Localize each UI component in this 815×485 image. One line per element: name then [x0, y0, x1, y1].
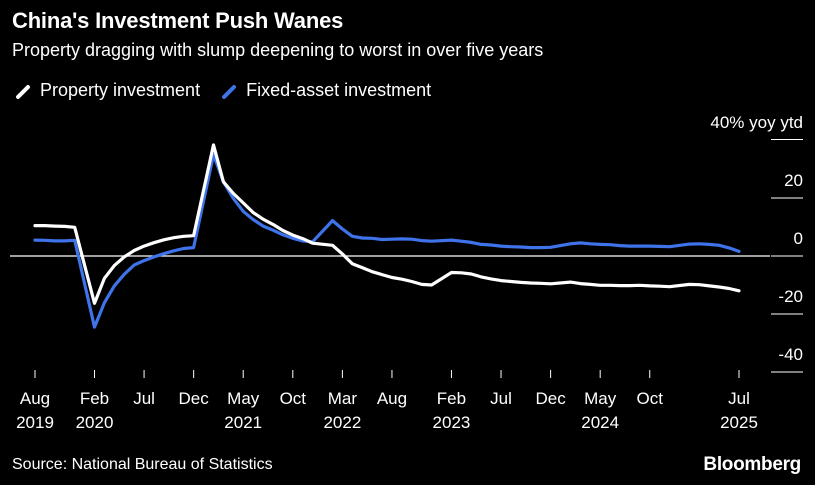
- legend-item-fixed-asset: Fixed-asset investment: [218, 80, 431, 101]
- x-tick-label: Aug: [377, 389, 407, 408]
- series-line-property-investment: [33, 143, 741, 305]
- y-tick-label: 0: [794, 229, 803, 248]
- x-tick-label: Oct: [637, 389, 664, 408]
- x-tick-label: Feb: [80, 389, 109, 408]
- y-tick-label: -40: [778, 345, 803, 364]
- x-tick-label: Jul: [728, 389, 750, 408]
- x-tick-label: Aug: [20, 389, 50, 408]
- x-tick-label: Oct: [280, 389, 307, 408]
- legend-label-property: Property investment: [40, 80, 201, 100]
- x-tick-year-label: 2020: [76, 413, 114, 432]
- x-tick-label: Jul: [133, 389, 155, 408]
- y-tick-label: 20: [784, 171, 803, 190]
- x-tick-label: Jul: [490, 389, 512, 408]
- x-tick-label: May: [584, 389, 617, 408]
- x-tick-year-label: 2024: [581, 413, 619, 432]
- x-tick-year-label: 2025: [720, 413, 758, 432]
- legend-item-property: Property investment: [12, 80, 200, 101]
- x-tick-label: May: [227, 389, 260, 408]
- series-line-fixed-asset-investment: [33, 152, 741, 329]
- y-tick-label: -20: [778, 287, 803, 306]
- x-tick-label: Dec: [535, 389, 566, 408]
- source-note: Source: National Bureau of Statistics: [12, 456, 273, 473]
- legend: Property investment Fixed-asset investme…: [12, 80, 431, 101]
- chart-title: China's Investment Push Wanes: [12, 8, 344, 33]
- legend-label-fixed-asset: Fixed-asset investment: [246, 80, 432, 100]
- x-tick-label: Mar: [328, 389, 358, 408]
- chart-subtitle: Property dragging with slump deepening t…: [12, 40, 544, 60]
- x-tick-label: Dec: [179, 389, 210, 408]
- x-tick-year-label: 2022: [323, 413, 361, 432]
- x-tick-year-label: 2021: [224, 413, 262, 432]
- y-axis-label: 40% yoy ytd: [710, 113, 803, 132]
- x-tick-label: Feb: [437, 389, 466, 408]
- brand-logo: Bloomberg: [703, 454, 801, 475]
- x-tick-year-label: 2019: [16, 413, 54, 432]
- x-tick-year-label: 2023: [433, 413, 471, 432]
